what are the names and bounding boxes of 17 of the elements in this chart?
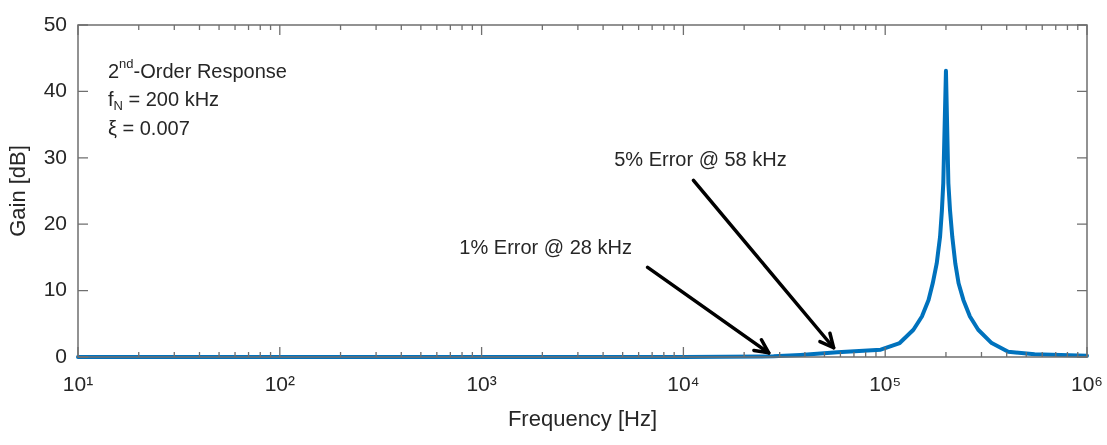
x-tick-label: 10⁴ <box>667 372 700 396</box>
y-tick-label: 30 <box>43 144 67 168</box>
x-tick-label: 10⁵ <box>869 372 902 396</box>
annotation: ξ = 0.007 <box>108 116 190 139</box>
x-tick-label: 10² <box>264 372 295 396</box>
y-tick-label: 20 <box>43 211 67 234</box>
x-tick-label: 10¹ <box>62 372 94 396</box>
x-tick-label: 10³ <box>466 372 497 396</box>
y-tick-label: 10 <box>43 277 67 301</box>
y-axis-title: Gain [dB] <box>5 145 31 237</box>
y-tick-label: 40 <box>43 78 67 102</box>
x-tick-label: 10⁶ <box>1070 372 1104 396</box>
y-tick-label: 0 <box>55 343 67 367</box>
annotation: 5% Error @ 58 kHz <box>614 147 787 170</box>
annotation: 1% Error @ 28 kHz <box>459 235 632 258</box>
x-axis-title: Frequency [Hz] <box>507 405 658 431</box>
y-tick-label: 50 <box>43 11 67 35</box>
